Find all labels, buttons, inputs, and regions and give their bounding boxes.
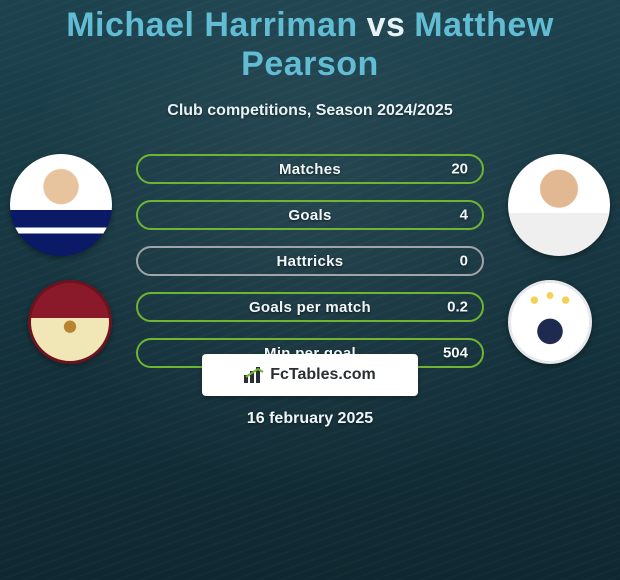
stat-value-right: 504 xyxy=(443,345,468,362)
stat-bar: Matches 20 xyxy=(136,154,484,184)
stat-label: Goals xyxy=(288,207,331,224)
stat-bar: Hattricks 0 xyxy=(136,246,484,276)
subtitle: Club competitions, Season 2024/2025 xyxy=(0,102,620,120)
stat-value-right: 20 xyxy=(451,161,468,178)
stat-value-right: 0.2 xyxy=(447,299,468,316)
player1-avatar xyxy=(10,154,112,256)
bar-chart-icon xyxy=(244,367,264,383)
attribution-text: FcTables.com xyxy=(270,366,376,384)
player2-avatar xyxy=(508,154,610,256)
stat-bar: Goals per match 0.2 xyxy=(136,292,484,322)
title-vs: vs xyxy=(367,6,406,44)
attribution-badge: FcTables.com xyxy=(202,354,418,396)
title-player1: Michael Harriman xyxy=(66,6,357,44)
date-label: 16 february 2025 xyxy=(0,410,620,428)
stat-label: Goals per match xyxy=(249,299,371,316)
player2-club-crest xyxy=(508,280,592,364)
stat-value-right: 4 xyxy=(460,207,468,224)
comparison-card: Michael Harriman vs Matthew Pearson Club… xyxy=(0,0,620,580)
page-title: Michael Harriman vs Matthew Pearson xyxy=(0,0,620,84)
stat-value-right: 0 xyxy=(460,253,468,270)
player1-club-crest xyxy=(28,280,112,364)
stat-label: Matches xyxy=(279,161,341,178)
stat-bars: Matches 20 Goals 4 Hattricks 0 Goals per match… xyxy=(136,154,484,368)
stat-label: Hattricks xyxy=(277,253,344,270)
stat-bar: Goals 4 xyxy=(136,200,484,230)
